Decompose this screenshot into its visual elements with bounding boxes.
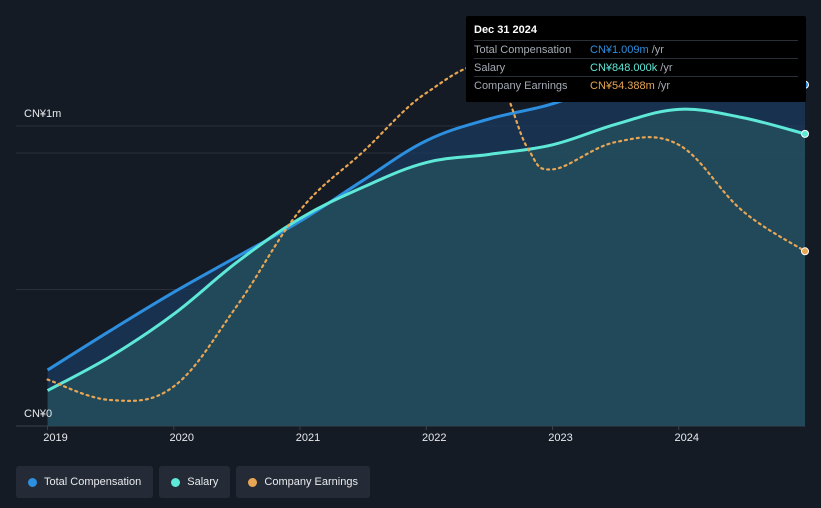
x-tick-label: 2022	[422, 432, 447, 444]
y-axis-label-top: CN¥1m	[24, 108, 62, 120]
salary-line	[46, 107, 806, 392]
chart-areas	[47, 65, 806, 427]
tooltip-unit: /yr	[660, 61, 673, 74]
tooltip-value: CN¥1.009m	[590, 43, 649, 56]
tooltip-value: CN¥54.388m	[590, 79, 655, 92]
tooltip-row-salary: Salary CN¥848.000k /yr	[474, 58, 798, 76]
legend-item-salary[interactable]: Salary	[159, 466, 231, 498]
tooltip-unit: /yr	[657, 79, 671, 92]
legend-label: Salary	[187, 476, 219, 488]
tooltip-unit: /yr	[651, 43, 664, 56]
salary-area	[47, 109, 806, 427]
tooltip-label: Salary	[474, 61, 506, 74]
company-earnings-end-point	[801, 247, 809, 256]
legend-dot-icon	[248, 477, 258, 487]
legend-label: Total Compensation	[44, 476, 142, 488]
legend-item-total-compensation[interactable]: Total Compensation	[16, 466, 154, 498]
y-axis-label-bottom: CN¥0	[24, 408, 53, 420]
legend-item-company-earnings[interactable]: Company Earnings	[236, 466, 370, 498]
x-tick-label: 2019	[43, 432, 68, 444]
tooltip-date: Dec 31 2024	[474, 24, 537, 36]
legend-dot-icon	[28, 477, 37, 487]
x-tick-label: 2023	[548, 432, 573, 444]
tooltip-row-company-earnings: Company Earnings CN¥54.388m /yr	[474, 76, 798, 94]
chart-legend: Total Compensation Salary Company Earnin…	[16, 466, 370, 498]
legend-label: Company Earnings	[264, 476, 358, 488]
x-tick-label: 2021	[295, 432, 321, 444]
company-earnings-line	[46, 64, 807, 402]
x-tick-label: 2024	[674, 432, 699, 444]
tooltip-value: CN¥848.000k	[590, 61, 658, 74]
tooltip-label: Total Compensation	[474, 43, 572, 56]
tooltip-row-total-compensation: Total Compensation CN¥1.009m /yr	[474, 40, 798, 58]
tooltip-label: Company Earnings	[474, 79, 568, 92]
legend-dot-icon	[171, 477, 181, 487]
x-tick-label: 2020	[169, 432, 195, 444]
data-tooltip: Dec 31 2024 Total Compensation CN¥1.009m…	[466, 16, 806, 102]
salary-end-point	[801, 129, 809, 138]
